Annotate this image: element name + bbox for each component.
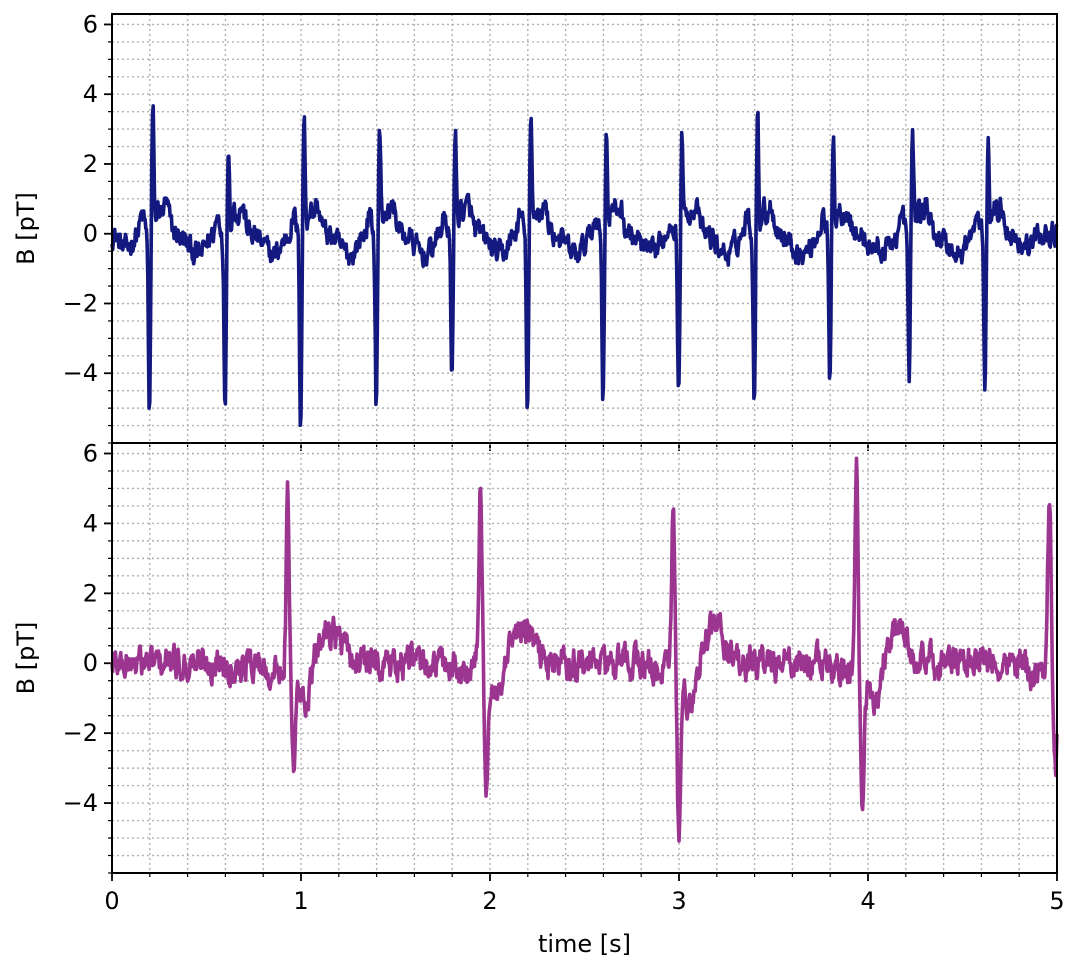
bottom-y-tick-label: 4 <box>83 509 98 537</box>
x-tick-label: 5 <box>1049 887 1064 915</box>
top-y-tick-label: 6 <box>83 10 98 38</box>
bottom-y-tick-label: 2 <box>83 579 98 607</box>
top-y-tick-label: 0 <box>83 220 98 248</box>
x-tick-label: 3 <box>671 887 686 915</box>
bottom-grid <box>112 443 1057 873</box>
top-y-axis-label: B [pT] <box>12 192 40 265</box>
bottom-y-axis-label: B [pT] <box>12 622 40 695</box>
top-y-tick-label: 4 <box>83 80 98 108</box>
x-tick-label: 4 <box>860 887 875 915</box>
top-grid <box>112 14 1057 443</box>
top-y-tick-label: −2 <box>63 289 98 317</box>
bottom-panel: −4 −2 0 2 4 6 0 1 2 3 4 5 B [pT] time [s] <box>12 439 1065 958</box>
bottom-y-tick-label: 0 <box>83 649 98 677</box>
top-y-tick-label: −4 <box>63 359 98 387</box>
bottom-y-tick-label: 6 <box>83 439 98 467</box>
bottom-y-tick-label: −4 <box>63 789 98 817</box>
bottom-y-tick-label: −2 <box>63 719 98 747</box>
x-axis-label: time [s] <box>538 930 631 958</box>
x-tick-label: 2 <box>482 887 497 915</box>
x-tick-label: 0 <box>104 887 119 915</box>
bottom-series-line <box>110 456 1059 843</box>
x-tick-label: 1 <box>293 887 308 915</box>
bottom-axes-frame <box>111 442 1058 874</box>
top-y-tick-label: 2 <box>83 150 98 178</box>
top-series-line <box>110 104 1059 428</box>
